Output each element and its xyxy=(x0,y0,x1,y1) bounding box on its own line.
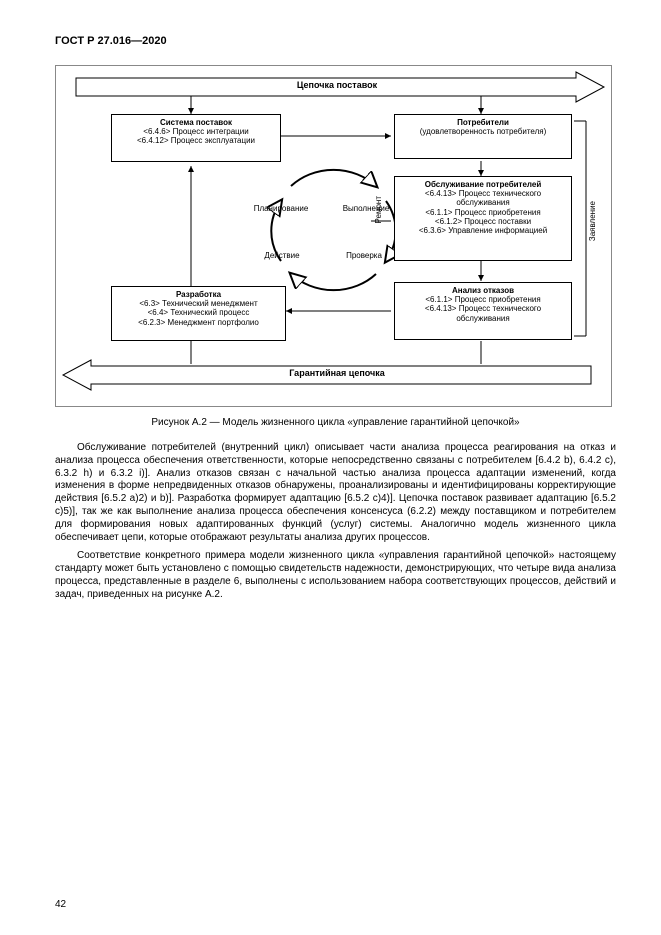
supply-chain-label: Цепочка поставок xyxy=(256,79,418,91)
lifecycle-diagram: Цепочка поставок Гарантийная цепочка Сис… xyxy=(55,65,612,407)
page-number: 42 xyxy=(55,899,66,910)
box-development: Разработка <6.3> Технический менеджмент … xyxy=(111,286,286,341)
cycle-check: Проверка xyxy=(334,251,394,260)
box-dev-title: Разработка xyxy=(176,290,221,299)
box-service-l4: <6.3.6> Управление информацией xyxy=(419,226,547,235)
declaration-label: Заявление xyxy=(588,201,597,241)
doc-header: ГОСТ Р 27.016—2020 xyxy=(55,35,616,47)
box-dev-l2: <6.4> Технический процесс xyxy=(148,308,250,317)
box-service-l3: <6.1.2> Процесс поставки xyxy=(435,217,531,226)
figure-caption: Рисунок А.2 — Модель жизненного цикла «у… xyxy=(55,417,616,428)
box-service-title: Обслуживание потребителей xyxy=(425,180,542,189)
box-consumer-title: Потребители xyxy=(457,118,509,127)
box-service-l1: <6.4.13> Процесс технического обслуживан… xyxy=(425,189,541,207)
repair-label: Ремонт xyxy=(374,196,383,223)
box-supply-l1: <6.4.6> Процесс интеграции xyxy=(143,127,248,136)
box-supply-l2: <6.4.12> Процесс эксплуатации xyxy=(137,136,255,145)
warranty-chain-label: Гарантийная цепочка xyxy=(251,367,423,379)
cycle-exec: Выполнение xyxy=(331,204,401,213)
box-supply-title: Система поставок xyxy=(160,118,232,127)
box-consumer-sub: (удовлетворенность потребителя) xyxy=(420,127,547,136)
box-failure-title: Анализ отказов xyxy=(452,286,514,295)
box-dev-l1: <6.3> Технический менеджмент xyxy=(139,299,257,308)
box-dev-l3: <6.2.3> Менеджмент портфолио xyxy=(138,318,259,327)
paragraph-1: Обслуживание потребителей (внутренний ци… xyxy=(55,442,616,544)
paragraph-2: Соответствие конкретного примера модели … xyxy=(55,550,616,601)
box-failure: Анализ отказов <6.1.1> Процесс приобрете… xyxy=(394,282,572,340)
box-failure-l1: <6.1.1> Процесс приобретения xyxy=(425,295,540,304)
box-service: Обслуживание потребителей <6.4.13> Проце… xyxy=(394,176,572,261)
box-service-l2: <6.1.1> Процесс приобретения xyxy=(425,208,540,217)
cycle-act: Действие xyxy=(252,251,312,260)
cycle-plan: Планирование xyxy=(246,204,316,213)
box-failure-l2: <6.4.13> Процесс технического обслуживан… xyxy=(425,304,541,322)
box-supply-system: Система поставок <6.4.6> Процесс интегра… xyxy=(111,114,281,162)
box-consumer: Потребители (удовлетворенность потребите… xyxy=(394,114,572,159)
